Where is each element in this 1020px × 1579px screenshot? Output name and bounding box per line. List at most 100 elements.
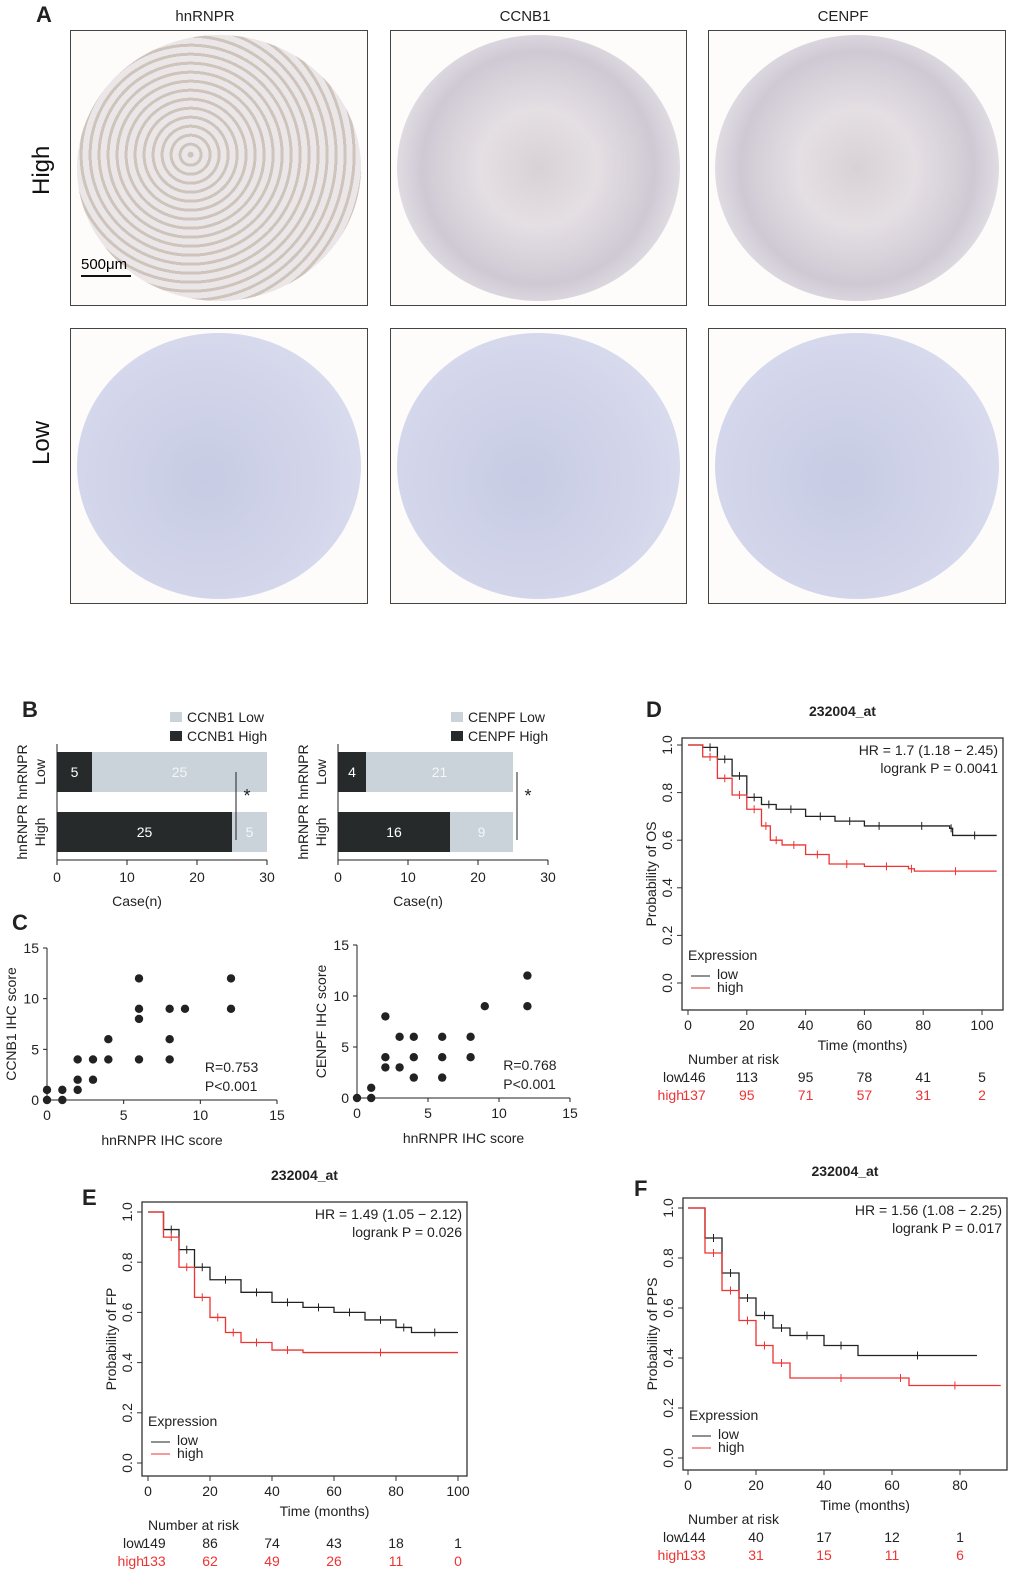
scatter-point — [395, 1032, 404, 1042]
y-tick-label: 0.6 — [659, 830, 675, 850]
group-label: hnRNPR — [14, 804, 30, 859]
scatter-point — [104, 1035, 113, 1044]
x-axis-label: Time (months) — [820, 1497, 910, 1513]
x-axis-label: hnRNPR IHC score — [403, 1130, 525, 1146]
risk-label-low: low — [663, 1529, 685, 1545]
risk-count-high: 31 — [748, 1547, 764, 1563]
y-axis-label: Probability of OS — [643, 821, 659, 926]
y-tick-label: 0.8 — [659, 783, 675, 803]
group-label: hnRNPR — [295, 744, 311, 799]
plot-frame — [682, 1197, 1008, 1471]
scatter-point — [134, 1014, 144, 1024]
risk-count-high: 0 — [454, 1553, 462, 1569]
scatter-point — [134, 974, 144, 983]
ihc-image-cenpf-low — [708, 328, 1006, 604]
risk-count-high: 11 — [389, 1553, 404, 1569]
column-title-hnrnpr: hnRNPR — [175, 8, 235, 25]
y-tick-label: 1.0 — [659, 735, 675, 755]
y-tick-label: 0.6 — [660, 1298, 676, 1318]
risk-count-low: 5 — [978, 1069, 986, 1085]
risk-count-low: 78 — [857, 1069, 873, 1085]
legend-label-high: high — [177, 1445, 203, 1461]
km-curve-high — [688, 1207, 1001, 1387]
correlation-r: R=0.768 — [503, 1057, 557, 1073]
bar-cenpf-high — [338, 752, 366, 792]
legend-label: CCNB1 Low — [187, 709, 265, 725]
risk-count-high: 133 — [142, 1553, 166, 1569]
scatter-point — [438, 1073, 447, 1082]
risk-count-low: 12 — [884, 1529, 900, 1545]
risk-count-low: 17 — [816, 1529, 832, 1545]
y-tick-label: 0.2 — [659, 925, 675, 945]
legend-label-low: low — [177, 1432, 199, 1448]
significance-marker: * — [524, 786, 531, 806]
scatter-point — [523, 971, 532, 980]
ihc-image-hnrnpr-high: 500μm — [70, 30, 368, 306]
scatter-point — [73, 1085, 82, 1095]
risk-count-high: 62 — [202, 1553, 218, 1569]
x-tick-label: 20 — [202, 1483, 218, 1499]
scatter-point — [165, 1004, 174, 1013]
significance-marker: * — [243, 786, 250, 806]
x-tick-label: 100 — [446, 1483, 470, 1499]
scale-bar-label: 500μm — [81, 256, 128, 273]
scatter-point — [523, 1002, 532, 1011]
x-tick-label: 0 — [353, 1105, 361, 1121]
category-label-high: High — [313, 818, 329, 847]
x-tick-label: 0 — [43, 1107, 51, 1123]
risk-count-low: 1 — [454, 1535, 462, 1551]
x-tick-label: 60 — [857, 1017, 873, 1033]
hazard-ratio: HR = 1.49 (1.05 − 2.12) — [315, 1206, 462, 1222]
risk-count-low: 41 — [915, 1069, 931, 1085]
ihc-image-hnrnpr-low — [70, 328, 368, 604]
scatter-point — [104, 1055, 113, 1064]
scale-bar: 500μm — [81, 256, 131, 277]
y-tick-label: 0.4 — [660, 1348, 676, 1368]
x-axis-label: Time (months) — [280, 1503, 370, 1519]
scatter-point — [88, 1055, 98, 1064]
chart-title: 232004_at — [809, 703, 876, 719]
column-title-ccnb1: CCNB1 — [499, 8, 551, 25]
legend-label-high: high — [718, 1439, 744, 1455]
y-axis-label: CENPF IHC score — [313, 965, 329, 1079]
y-axis-label: CCNB1 IHC score — [3, 967, 19, 1081]
scatter-point — [409, 1053, 418, 1062]
y-tick-label: 0.8 — [660, 1248, 676, 1268]
risk-count-high: 95 — [739, 1087, 755, 1103]
x-tick-label: 15 — [269, 1107, 285, 1123]
logrank-p: logrank P = 0.026 — [352, 1224, 462, 1240]
y-tick-label: 15 — [23, 940, 39, 956]
x-tick-label: 40 — [264, 1483, 280, 1499]
x-tick-label: 20 — [470, 869, 486, 885]
bar-cenpf-low — [450, 812, 513, 852]
x-tick-label: 40 — [816, 1477, 832, 1493]
scatter-point — [180, 1004, 190, 1013]
y-tick-label: 0.0 — [660, 1448, 676, 1468]
y-tick-label: 0.8 — [119, 1252, 135, 1272]
y-tick-label: 0.4 — [659, 878, 675, 898]
risk-count-low: 18 — [388, 1535, 404, 1551]
risk-count-low: 1 — [956, 1529, 964, 1545]
x-tick-label: 60 — [884, 1477, 900, 1493]
risk-label-low: low — [663, 1069, 685, 1085]
y-tick-label: 0.0 — [659, 973, 675, 993]
ihc-image-ccnb1-high — [390, 30, 687, 306]
scatter-point — [226, 1004, 236, 1013]
bar-value-label: 5 — [71, 764, 79, 780]
y-tick-label: 0.2 — [119, 1403, 135, 1423]
scatter-point — [381, 1012, 390, 1021]
risk-count-high: 49 — [264, 1553, 280, 1569]
bar-ccnb1-low — [232, 812, 267, 852]
scatter-point — [409, 1073, 418, 1082]
x-axis-label: Case(n) — [393, 893, 443, 909]
risk-count-high: 6 — [956, 1547, 964, 1563]
x-tick-label: 10 — [400, 869, 416, 885]
scatter-point — [466, 1032, 475, 1042]
risk-count-low: 40 — [748, 1529, 764, 1545]
scatter-point — [438, 1032, 447, 1042]
panel-label-a: A — [36, 2, 52, 27]
x-tick-label: 5 — [424, 1105, 432, 1121]
scatter-point — [480, 1002, 489, 1011]
legend-swatch — [451, 712, 463, 722]
